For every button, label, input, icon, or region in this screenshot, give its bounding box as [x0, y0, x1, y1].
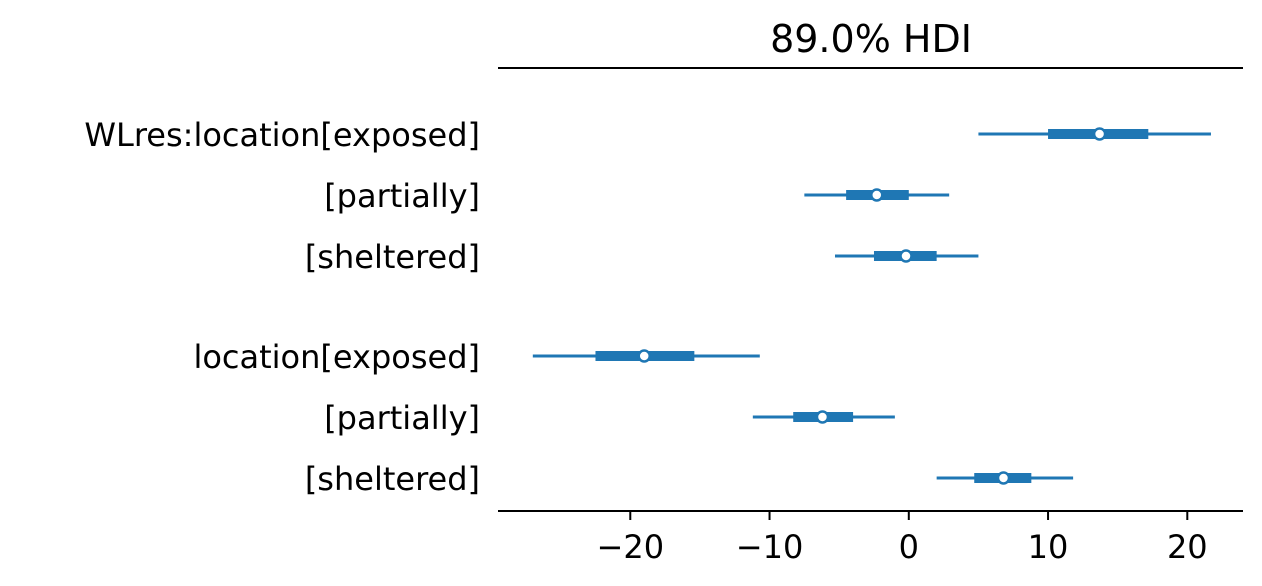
median-point [637, 349, 651, 363]
forest-row: [partially] [324, 177, 950, 215]
x-tick-label: −20 [597, 528, 665, 566]
median-point [815, 410, 830, 424]
median-point [996, 471, 1011, 485]
chart-title: 89.0% HDI [770, 17, 972, 61]
forest-row: location[exposed] [193, 338, 760, 376]
median-point [870, 188, 884, 202]
x-tick-label: 10 [1028, 528, 1069, 566]
forest-row: WLres:location[exposed] [84, 116, 1211, 154]
x-tick-label: 20 [1167, 528, 1208, 566]
row-label: location[exposed] [193, 338, 480, 376]
median-point [899, 249, 913, 263]
x-axis: −20 −10 0 10 20 [597, 511, 1208, 566]
row-label: [partially] [324, 177, 480, 215]
forest-row: [sheltered] [305, 238, 979, 276]
row-label: [sheltered] [305, 460, 480, 498]
row-label: WLres:location[exposed] [84, 116, 480, 154]
median-point [1092, 127, 1107, 141]
forest-row: [sheltered] [305, 460, 1074, 498]
x-tick-label: −10 [736, 528, 804, 566]
forest-row: [partially] [324, 399, 895, 437]
row-label: [sheltered] [305, 238, 480, 276]
rows-group: WLres:location[exposed] [partially] [shelt… [84, 116, 1211, 498]
x-tick-label: 0 [899, 528, 919, 566]
row-label: [partially] [324, 399, 480, 437]
